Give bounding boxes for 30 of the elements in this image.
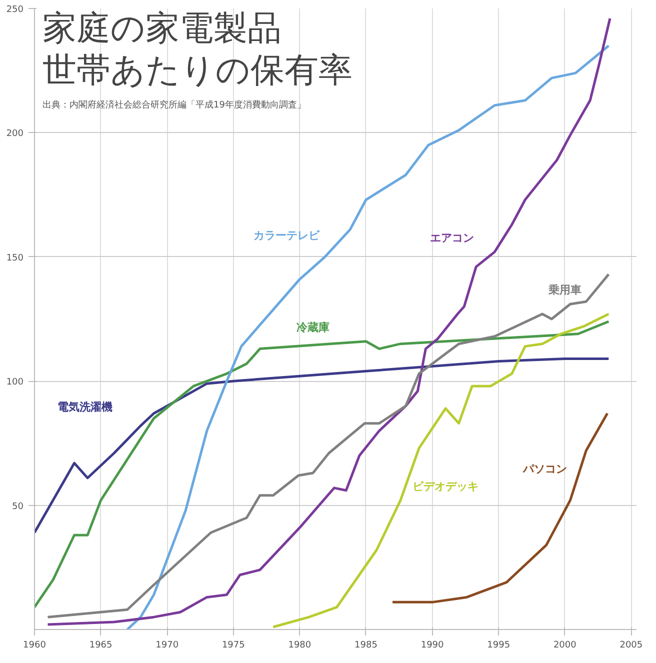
text: 世帯あたりの保有率	[42, 50, 352, 90]
series-label: 冷蔵庫	[296, 320, 330, 334]
x-tick-label: 1965	[89, 640, 112, 650]
y-tick-label: 200	[6, 129, 24, 140]
x-tick-label: 1985	[354, 640, 378, 650]
x-tick-label: 1990	[420, 640, 444, 650]
x-tick-label: 1980	[288, 640, 312, 650]
line-series	[272, 312, 610, 628]
series-label: 乗用車	[547, 284, 582, 297]
x-tick-label: 1995	[487, 640, 510, 650]
series-label: カラーテレビ	[253, 228, 320, 242]
annotation: 出典：内閣府経済社会総合研究所編「平成19年度消費動向調査」	[42, 100, 306, 110]
x-tick-label: 1975	[222, 640, 245, 650]
y-tick-label: 250	[6, 5, 24, 15]
x-tick-label: 1960	[23, 640, 46, 650]
chart-title: 家庭の家電製品	[42, 8, 282, 48]
x-tick-label: 1970	[156, 640, 179, 650]
y-tick-label: 50	[12, 502, 24, 512]
y-tick-label: 150	[6, 253, 24, 264]
x-tick-label: 2005	[620, 640, 643, 650]
series-label: ビデオデッキ	[412, 480, 479, 493]
line-series	[46, 273, 610, 618]
y-tick-label: 100	[6, 378, 24, 388]
text: 電気洗濯機	[57, 400, 112, 414]
line-series	[391, 412, 609, 604]
series-label: パソコン	[522, 462, 568, 476]
series-label: エアコン	[430, 231, 474, 244]
line-series	[34, 320, 610, 608]
x-tick-label: 2000	[553, 640, 577, 650]
line-series	[34, 357, 610, 534]
